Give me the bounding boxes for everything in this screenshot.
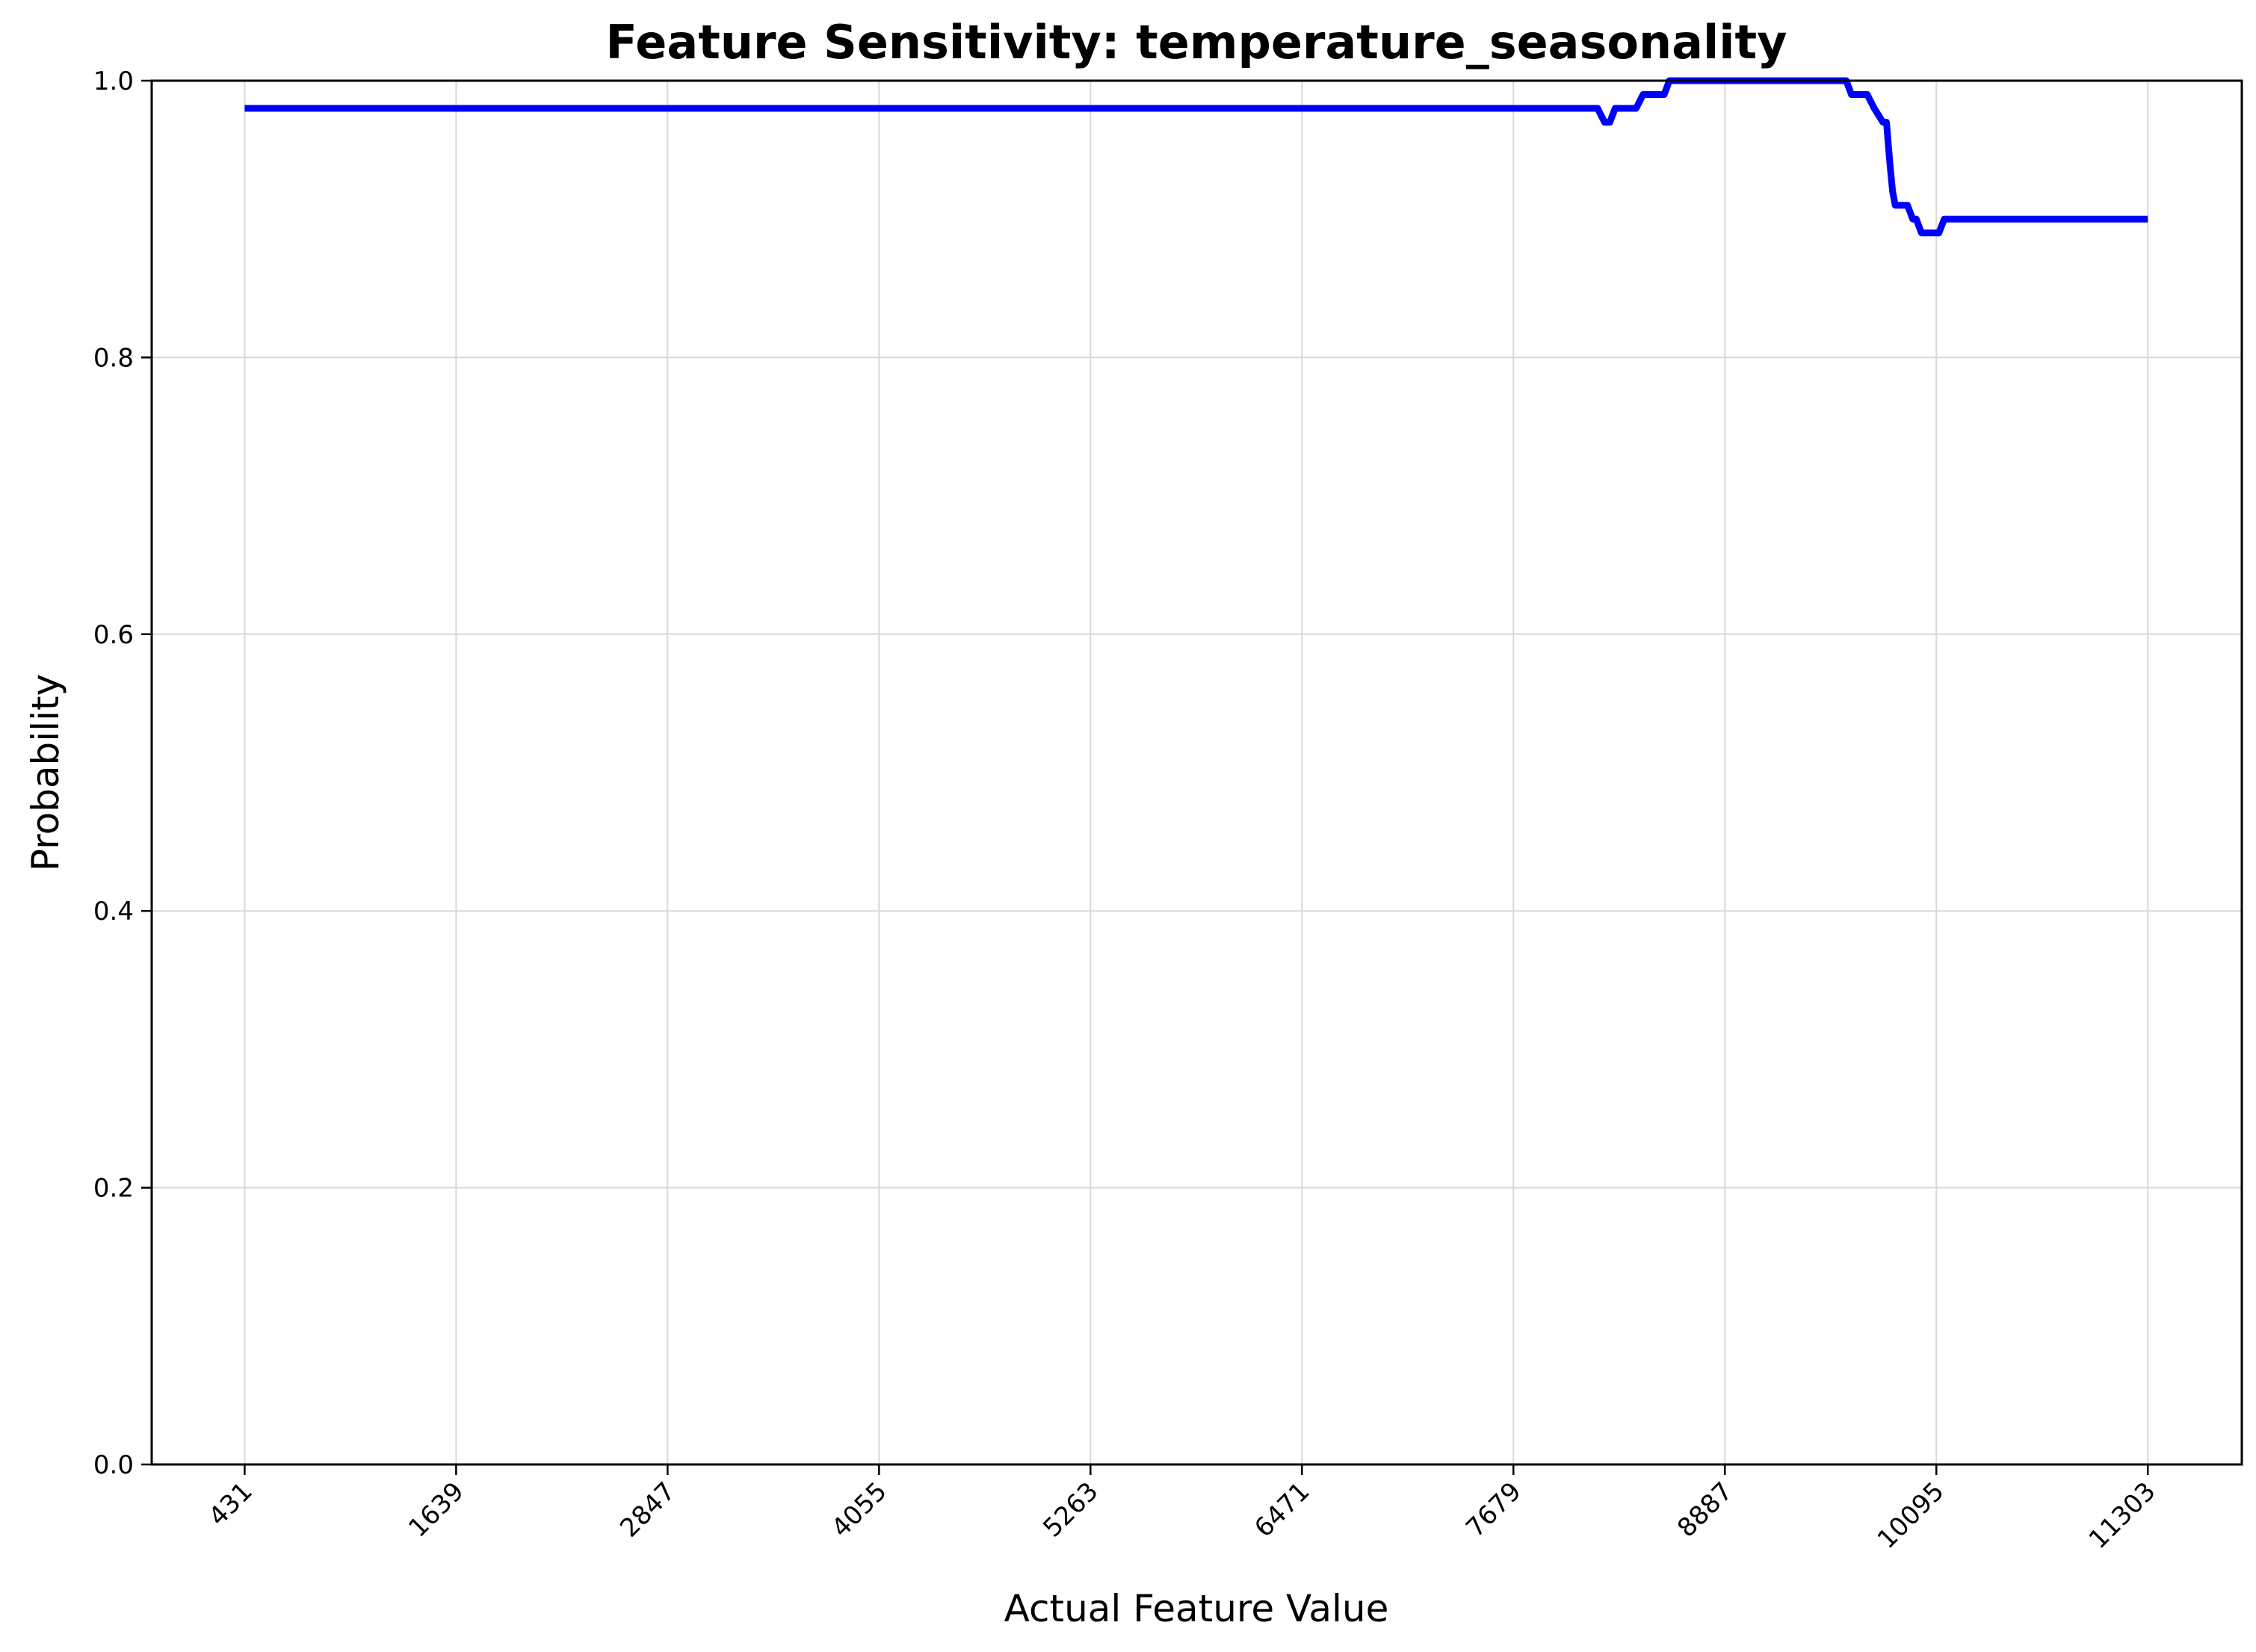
series-line [244,77,2148,237]
y-tick-label: 0.4 [93,897,134,926]
x-axis-label: Actual Feature Value [1004,1587,1389,1630]
y-tick-label: 0.0 [93,1450,134,1480]
x-tick-label: 10095 [1872,1476,1950,1555]
x-tick-label: 1639 [403,1476,469,1543]
y-tick-label: 0.2 [93,1174,134,1204]
tick-layer: 431 1639 2847 4055 5263 6471 7679 8887 10095 1130… [93,66,2162,1555]
x-tick-label: 2847 [614,1476,681,1543]
x-tick-label: 6471 [1249,1476,1315,1543]
x-tick-label: 11303 [2083,1476,2162,1555]
x-tick-label: 5263 [1037,1476,1104,1543]
y-tick-label: 0.8 [93,343,134,373]
x-tick-label: 431 [203,1476,259,1532]
y-tick-label: 1.0 [93,66,134,96]
x-tick-label: 8887 [1672,1476,1738,1543]
y-tick-label: 0.6 [93,620,134,650]
y-axis-label: Probability [24,674,67,871]
plot-frame [150,79,2243,1466]
x-tick-label: 7679 [1460,1476,1527,1543]
data-layer [244,77,2148,237]
grid-layer [152,80,2242,1465]
chart-title: Feature Sensitivity: temperature_seasona… [605,15,1787,69]
x-tick-label: 4055 [826,1476,892,1543]
